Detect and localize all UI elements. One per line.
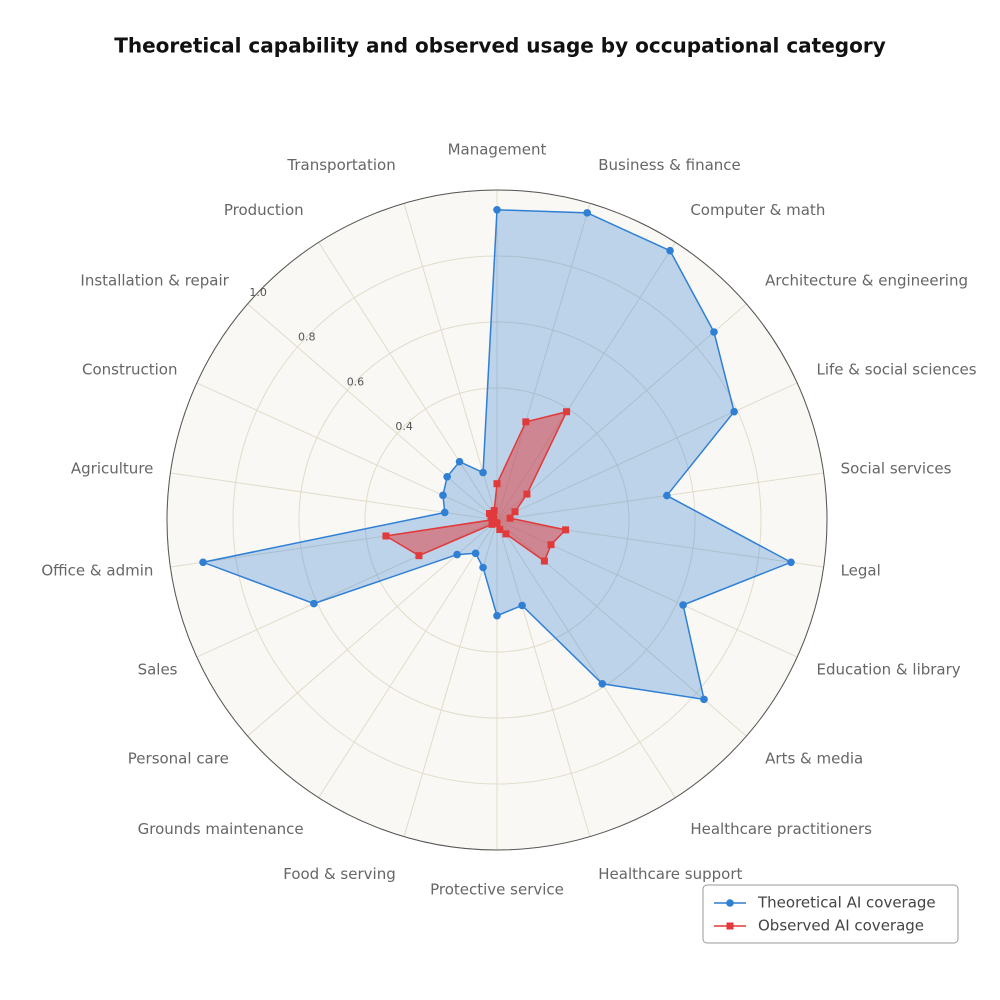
data-point — [511, 508, 519, 516]
r-tick-label: 0.6 — [347, 375, 365, 388]
grid-spoke — [496, 472, 824, 521]
grid-spoke — [318, 519, 498, 798]
category-label: Food & serving — [283, 865, 396, 883]
category-label: Arts & media — [765, 749, 863, 767]
grid-spoke — [318, 242, 498, 521]
category-label: Office & admin — [41, 561, 153, 579]
data-point — [382, 532, 390, 540]
category-label: Installation & repair — [80, 272, 229, 290]
data-point — [547, 541, 555, 549]
plot-border — [166, 189, 828, 851]
r-tick-label: 1.0 — [249, 286, 267, 299]
category-label: Life & social sciences — [816, 360, 976, 378]
category-label: Architecture & engineering — [765, 272, 968, 290]
legend: Theoretical AI coverage Observed AI cover… — [702, 884, 959, 944]
data-point — [710, 328, 718, 336]
category-label: Computer & math — [690, 201, 825, 219]
category-label: Social services — [841, 460, 952, 478]
data-point — [490, 507, 498, 515]
data-point — [486, 510, 494, 518]
data-point — [471, 549, 480, 558]
data-point — [787, 558, 795, 567]
data-point — [493, 480, 501, 488]
category-label: Production — [224, 201, 304, 219]
chart-title: Theoretical capability and observed usag… — [114, 34, 886, 58]
category-label: Healthcare practitioners — [690, 820, 872, 838]
data-point — [489, 510, 497, 518]
data-point — [453, 550, 461, 559]
legend-box — [702, 884, 959, 944]
data-point — [493, 611, 501, 620]
data-point — [479, 563, 487, 572]
data-point — [666, 246, 674, 255]
data-point — [493, 206, 501, 214]
data-point — [663, 491, 671, 500]
data-point — [540, 557, 548, 565]
data-point — [523, 490, 531, 498]
data-point — [440, 508, 449, 517]
data-point — [443, 472, 451, 481]
data-point — [199, 558, 207, 567]
category-label: Protective service — [430, 881, 564, 899]
grid-spoke — [196, 382, 498, 521]
data-point — [415, 552, 423, 560]
category-label: Agriculture — [71, 460, 154, 478]
data-point — [502, 530, 510, 538]
data-point — [730, 407, 738, 416]
data-point — [506, 514, 514, 522]
data-point — [518, 601, 526, 610]
category-label: Sales — [138, 661, 178, 679]
data-point — [496, 525, 504, 533]
data-point — [700, 695, 708, 704]
grid-spoke — [496, 519, 676, 798]
category-label: Education & library — [816, 661, 960, 679]
data-point — [583, 209, 591, 217]
legend-label: Theoretical AI coverage — [757, 894, 936, 912]
grid-spoke — [496, 519, 591, 837]
legend-marker — [726, 899, 734, 907]
category-label: Business & finance — [598, 156, 741, 174]
category-label: Construction — [82, 360, 178, 378]
category-label: Healthcare support — [598, 865, 742, 883]
grid-spoke — [403, 203, 498, 521]
grid-spoke — [247, 303, 498, 521]
category-label: Grounds maintenance — [138, 820, 304, 838]
data-point — [479, 468, 487, 477]
data-point — [310, 599, 318, 608]
grid-spoke — [403, 519, 498, 837]
grid-spoke — [496, 382, 798, 521]
category-label: Personal care — [128, 749, 229, 767]
legend-label: Observed AI coverage — [758, 917, 924, 935]
data-point — [679, 601, 687, 609]
r-tick-label: 0.4 — [395, 420, 413, 433]
grid-spoke — [496, 303, 747, 521]
category-label: Management — [448, 141, 547, 159]
data-point — [563, 408, 571, 416]
data-point — [598, 679, 607, 688]
data-point — [488, 520, 496, 528]
data-point — [455, 457, 464, 466]
data-point — [439, 491, 447, 500]
legend-marker — [726, 922, 734, 930]
data-point — [522, 418, 530, 426]
data-point — [562, 526, 570, 534]
category-label: Transportation — [286, 156, 395, 174]
r-tick-label: 0.8 — [298, 331, 316, 344]
category-label: Legal — [841, 561, 881, 579]
